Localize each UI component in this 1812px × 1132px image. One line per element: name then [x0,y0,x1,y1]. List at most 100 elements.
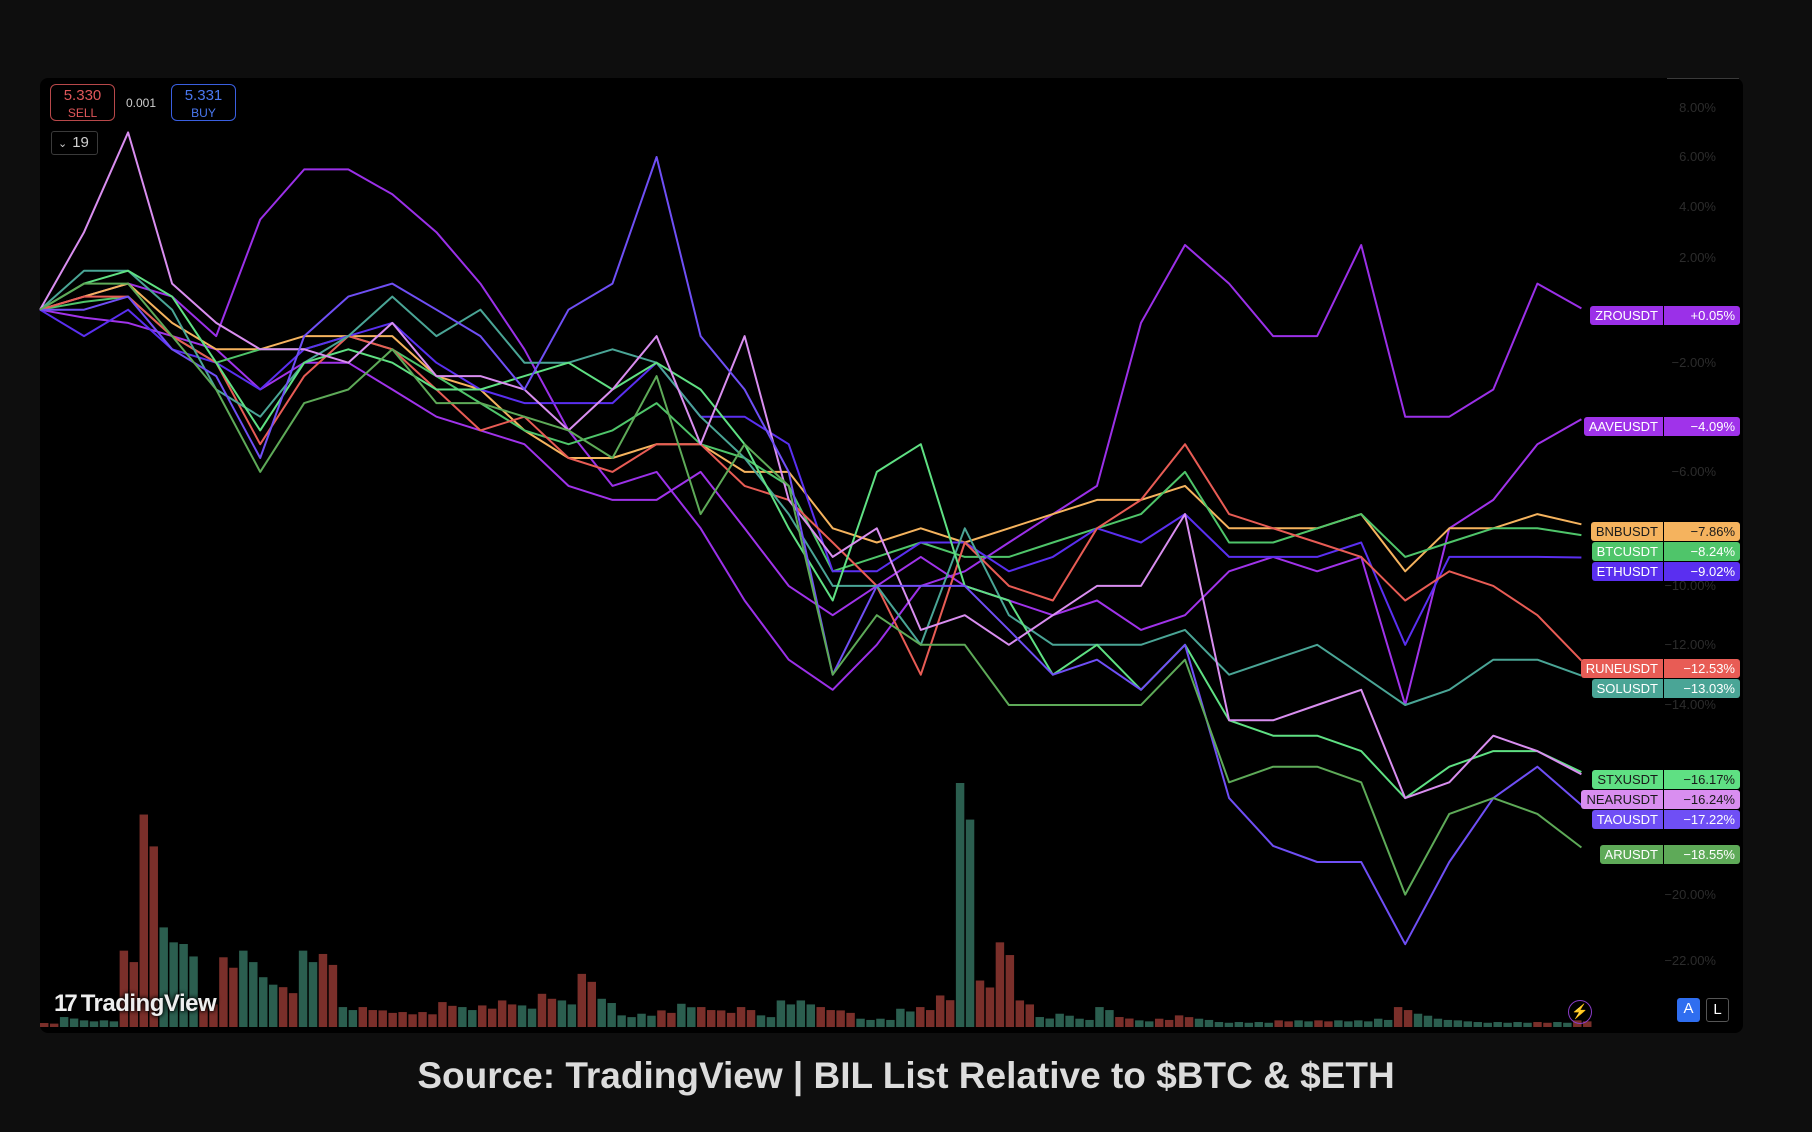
volume-bar [975,980,985,1027]
volume-bar [1154,1018,1164,1027]
volume-bar [40,1023,49,1027]
series-lines [39,131,1583,946]
volume-bar [716,1010,726,1027]
volume-bar [1423,1015,1433,1027]
series-last-value: −7.86% [1664,522,1740,542]
volume-bar [1334,1020,1343,1027]
volume-bar [736,1007,746,1027]
volume-bar [268,984,278,1027]
series-tag-stxusdt: STXUSDT −16.17% [1592,770,1740,789]
volume-bar [995,942,1005,1027]
volume-bar [896,1008,905,1027]
volume-bar [438,1002,447,1027]
volume-bar [507,1004,517,1027]
volume-bar [756,1015,766,1027]
chevron-down-icon: ⌄ [58,138,68,150]
volume-bar [189,956,198,1027]
volume-bar [1513,1022,1522,1027]
volume-bar [219,957,228,1027]
volume-bar [527,1008,537,1027]
volume-bar [398,1012,407,1027]
series-tag-solusdt: SOLUSDT −13.03% [1591,678,1740,698]
series-name: AAVEUSDT [1583,417,1663,437]
volume-bar [428,1014,437,1027]
volume-bar [418,1012,427,1027]
volume-bar [687,1007,696,1027]
volume-bar [766,1017,776,1027]
buy-price: 5.331 [184,87,223,104]
volume-bar [1473,1022,1482,1027]
series-line-solusdt [39,269,1582,706]
series-last-value: −13.03% [1664,678,1740,698]
series-last-value: −16.17% [1664,770,1740,789]
volume-bar [79,1020,89,1027]
auto-scale-button[interactable]: A [1677,998,1700,1022]
tradingview-logo[interactable]: 17 TradingView [54,990,217,1018]
volume-bar [697,1007,706,1027]
volume-bar [368,1010,377,1027]
volume-bar [1413,1013,1423,1027]
volume-bar [288,993,298,1027]
volume-bar [1055,1013,1064,1027]
volume-bar [179,944,188,1027]
volume-bar [1005,955,1015,1027]
volume-bar [1364,1021,1373,1027]
volume-bar [906,1011,915,1027]
volume-bar [726,1012,736,1027]
series-last-value: −4.09% [1664,417,1740,437]
volume-bar [965,819,975,1027]
sell-button[interactable]: 5.330 SELL [50,84,115,121]
volume-bar [1304,1021,1313,1027]
volume-bar [1373,1018,1383,1027]
volume-bar [806,1004,815,1027]
tradingview-logo-icon: 17 [54,990,78,1017]
volume-bar [935,995,945,1027]
series-tag-arusdt: ARUSDT −18.55% [1599,845,1740,865]
volume-bar [1174,1015,1184,1027]
volume-bars [40,783,1592,1027]
volume-bar [239,950,248,1027]
volume-bar [49,1023,59,1027]
series-line-stxusdt [39,269,1582,800]
volume-bar [1314,1020,1323,1027]
series-last-value: −9.02% [1664,562,1740,582]
volume-bar [1085,1019,1094,1027]
series-tag-btcusdt: BTCUSDT −8.24% [1591,542,1740,562]
volume-bar [1244,1022,1254,1027]
series-line-aaveusdt [39,308,1582,706]
lightning-icon[interactable]: ⚡ [1568,1000,1592,1024]
volume-bar [59,1017,69,1027]
volume-bar [1184,1017,1194,1027]
volume-bar [826,1010,835,1027]
volume-bar [1284,1021,1293,1027]
volume-bar [836,1010,845,1027]
series-tag-aaveusdt: AAVEUSDT −4.09% [1583,417,1740,437]
volume-bar [1095,1007,1104,1027]
tradingview-logo-text: TradingView [80,990,217,1017]
volume-bar [89,1021,99,1027]
volume-bar [1344,1021,1353,1027]
buy-button[interactable]: 5.331 BUY [171,84,236,121]
series-name: RUNEUSDT [1580,658,1663,678]
volume-bar [955,783,965,1027]
volume-bar [338,1007,348,1027]
volume-bar [249,962,258,1027]
caption: Source: TradingView | BIL List Relative … [417,1055,1395,1096]
volume-bar [468,1010,477,1027]
volume-bar [1354,1020,1363,1027]
volume-bar [318,953,328,1027]
volume-bar [1403,1010,1413,1027]
y-tick-label: −20.00% [1664,886,1716,902]
volume-bar [139,814,149,1027]
volume-bar [547,998,557,1027]
y-tick-label: −10.00% [1664,577,1716,593]
series-last-value: −17.22% [1664,810,1740,829]
volume-bar [1065,1015,1074,1027]
volume-bar [408,1014,417,1027]
log-scale-button[interactable]: L [1706,998,1729,1022]
volume-bar [667,1012,676,1027]
volume-bar [1463,1021,1473,1027]
y-tick-label: 4.00% [1679,198,1716,214]
series-tag-ethusdt: ETHUSDT −9.02% [1591,562,1740,582]
interval-dropdown[interactable]: ⌄ 19 [51,131,98,155]
